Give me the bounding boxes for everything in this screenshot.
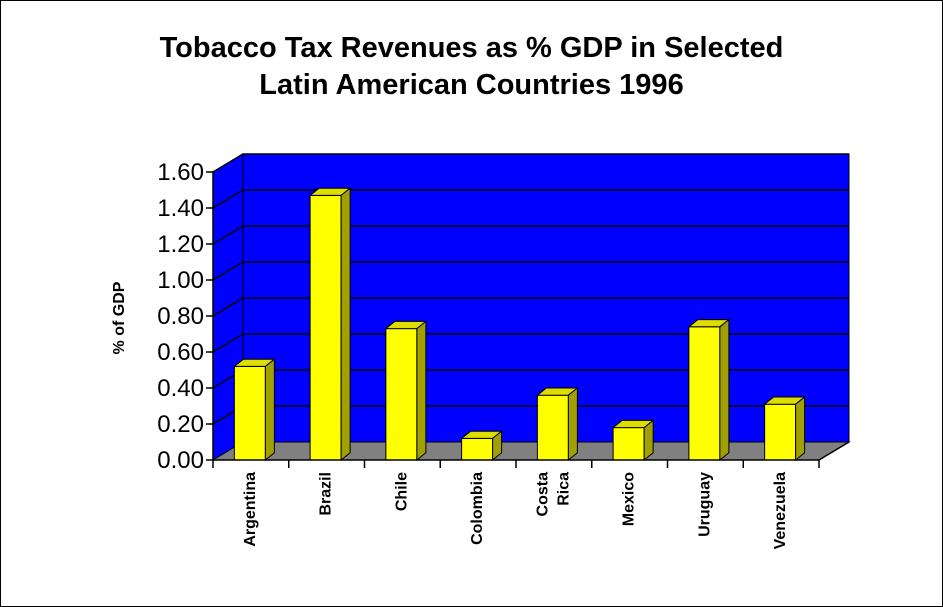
x-tick-label: Argentina: [242, 472, 259, 547]
bar-side: [416, 320, 427, 462]
y-tick-label: 0.40: [157, 375, 204, 402]
bar-front: [764, 403, 797, 461]
y-axis-label: % of GDP: [111, 281, 128, 354]
gridlines: [212, 153, 849, 425]
bar-front: [309, 194, 342, 461]
x-axis-depth-line: [818, 441, 850, 461]
bar-side: [492, 430, 503, 462]
bar-front: [461, 437, 494, 461]
y-tick-label: 1.00: [157, 267, 204, 294]
x-tick-label: Chile: [393, 472, 410, 511]
y-tick-label: 0.00: [157, 447, 204, 474]
bar: [232, 358, 276, 462]
gridline: [212, 261, 849, 281]
bar: [384, 320, 428, 462]
bar-side: [719, 318, 730, 462]
bars: [232, 187, 807, 462]
x-tick-label: Costa: [534, 472, 551, 517]
bar: [687, 318, 731, 462]
bar: [763, 395, 807, 462]
chart-title-line-1: Tobacco Tax Revenues as % GDP in Selecte…: [159, 32, 784, 64]
chart-title-line-2: Latin American Countries 1996: [259, 69, 684, 101]
x-tick-label: Uruguay: [696, 472, 713, 537]
bar: [460, 430, 504, 462]
y-tick-label: 0.20: [157, 411, 204, 438]
x-tick-label: Brazil: [318, 472, 335, 516]
bar-side: [264, 358, 275, 462]
x-tick-labels: Argentina Brazil Chile Colombia Costa Rica Mex…: [242, 472, 789, 550]
y-tick-label: 0.80: [157, 303, 204, 330]
bar-front: [688, 326, 721, 461]
bar: [611, 419, 655, 462]
plot-floor: [211, 441, 851, 461]
gridline: [212, 189, 849, 209]
bar-side: [567, 386, 578, 462]
chart-title: Tobacco Tax Revenues as % GDP in Selecte…: [0, 30, 943, 104]
y-tick-label: 0.60: [157, 339, 204, 366]
y-tick-labels: 0.00 0.20 0.40 0.60 0.80 1.00 1.20 1.40 1.60: [157, 159, 204, 474]
bar-front: [536, 394, 569, 461]
gridline: [212, 333, 849, 353]
bar: [308, 187, 352, 462]
axes: [206, 171, 850, 468]
x-tick-label: Rica: [555, 472, 572, 506]
y-tick-label: 1.60: [157, 159, 204, 186]
x-tick-label: Colombia: [469, 472, 486, 545]
x-tick-label: Mexico: [621, 472, 638, 526]
bar-side: [340, 187, 351, 462]
bar-front: [385, 328, 418, 461]
gridline: [212, 225, 849, 245]
y-tick-label: 1.20: [157, 231, 204, 258]
gridline: [212, 153, 849, 173]
y-tick-label: 1.40: [157, 195, 204, 222]
bar: [535, 386, 579, 462]
plot-area: [211, 153, 851, 461]
bar-side: [643, 419, 654, 462]
x-tick-label: Venezuela: [772, 472, 789, 549]
gridline: [212, 297, 849, 317]
bar-side: [795, 395, 806, 462]
bar-front: [612, 427, 645, 461]
bar-front: [233, 365, 266, 461]
